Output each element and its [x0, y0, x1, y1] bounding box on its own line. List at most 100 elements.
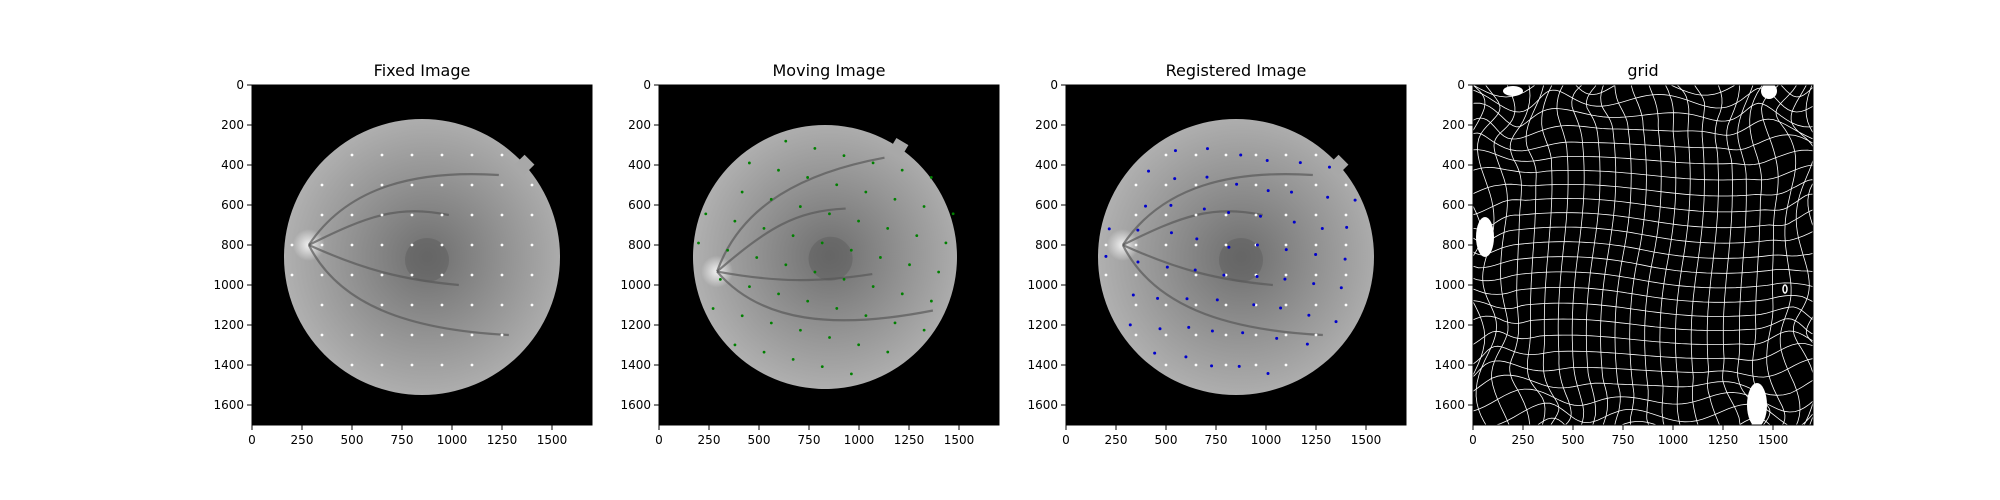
moving-point — [704, 212, 708, 216]
fixed-point — [1314, 183, 1318, 187]
fold-blob — [1761, 85, 1777, 99]
grid-line-horizontal — [1473, 374, 1813, 396]
fixed-point — [1164, 273, 1168, 277]
grid-line-horizontal — [1473, 271, 1813, 289]
fixed-point — [1224, 243, 1228, 247]
registered-point — [1169, 231, 1173, 235]
grid-line-vertical — [1475, 85, 1501, 425]
moving-point — [922, 328, 926, 332]
fixed-point — [470, 183, 474, 187]
registered-point — [1235, 182, 1239, 186]
fixed-point — [1104, 243, 1108, 247]
fixed-point — [1344, 243, 1348, 247]
grid-line-vertical — [1644, 85, 1662, 425]
grid-line-vertical — [1790, 85, 1813, 425]
y-tick-label: 1400 — [1434, 358, 1465, 372]
registered-point — [1258, 214, 1262, 218]
registered-point — [1252, 303, 1256, 307]
moving-point — [835, 183, 839, 187]
fixed-point — [410, 303, 414, 307]
grid-line-vertical — [1690, 85, 1706, 425]
fixed-point — [1284, 213, 1288, 217]
registered-point — [1305, 342, 1309, 346]
moving-point — [871, 285, 875, 288]
grid-line-vertical — [1585, 85, 1601, 425]
x-tick-label: 250 — [1512, 433, 1535, 447]
fixed-point — [1314, 303, 1318, 307]
axes-frame — [1065, 84, 1407, 426]
x-tick-label: 250 — [291, 433, 314, 447]
fundus-notch — [889, 137, 909, 158]
grid-line-horizontal — [1473, 179, 1813, 197]
grid-line-horizontal — [1473, 287, 1813, 303]
y-tick-label: 1200 — [213, 318, 244, 332]
registered-point — [1131, 293, 1135, 297]
registered-point — [1184, 355, 1188, 359]
registered-point — [1227, 211, 1231, 215]
fixed-point — [410, 183, 414, 187]
registered-point — [1283, 277, 1287, 281]
fixed-point — [320, 213, 324, 217]
x-tick-label: 0 — [1469, 433, 1477, 447]
moving-point — [718, 277, 722, 281]
fixed-point — [440, 213, 444, 217]
moving-point — [791, 234, 795, 238]
grid-line-horizontal — [1473, 300, 1813, 321]
fixed-point — [1194, 243, 1198, 247]
moving-point — [857, 343, 861, 347]
registered-point — [1144, 204, 1148, 208]
moving-point — [748, 285, 751, 289]
grid-line-horizontal — [1473, 330, 1813, 346]
fixed-point — [350, 183, 354, 187]
y-tick-label: 800 — [221, 238, 244, 252]
fixed-point — [1134, 273, 1138, 277]
grid-line-horizontal — [1473, 226, 1813, 244]
registered-point — [1136, 228, 1140, 232]
vessel — [1121, 173, 1313, 246]
grid-line-horizontal — [1473, 315, 1813, 335]
macula — [808, 236, 853, 281]
panel-4 — [1473, 85, 1813, 425]
moving-point — [762, 350, 766, 354]
fixed-point — [1104, 273, 1108, 277]
grid-line-vertical — [1706, 85, 1723, 425]
x-tick-label: 250 — [698, 433, 721, 447]
fixed-point — [350, 273, 354, 277]
registered-point — [1147, 169, 1151, 173]
x-tick-label: 500 — [1562, 433, 1585, 447]
registered-point — [1343, 257, 1347, 261]
grid-line-horizontal — [1473, 256, 1813, 274]
fixed-point — [1284, 333, 1288, 337]
y-tick-label: 600 — [1035, 198, 1058, 212]
moving-point — [879, 256, 882, 259]
grid-line-horizontal — [1473, 241, 1813, 259]
moving-point — [864, 190, 868, 194]
fundus-disc — [1098, 119, 1374, 395]
registered-point — [1284, 248, 1288, 252]
grid-line-horizontal — [1473, 343, 1813, 365]
fixed-point — [440, 333, 444, 337]
fixed-point — [1344, 183, 1348, 187]
x-tick-label: 1000 — [1658, 433, 1689, 447]
fixed-point — [410, 243, 414, 247]
x-tick-label: 250 — [1105, 433, 1128, 447]
fixed-point — [320, 183, 324, 187]
fundus-disc — [284, 119, 560, 395]
x-tick-label: 1500 — [1351, 433, 1382, 447]
registered-point — [1314, 253, 1318, 257]
y-tick-label: 800 — [1442, 238, 1465, 252]
fixed-point — [470, 153, 474, 157]
y-tick-label: 200 — [1035, 118, 1058, 132]
grid-line-vertical — [1556, 85, 1572, 425]
fixed-point — [440, 273, 444, 277]
macula — [405, 238, 449, 282]
fixed-point — [1314, 333, 1318, 337]
registered-point — [1185, 297, 1189, 301]
registered-point — [1239, 153, 1243, 157]
y-tick-label: 400 — [1442, 158, 1465, 172]
fixed-point — [290, 243, 294, 247]
grid-line-vertical — [1659, 85, 1677, 425]
registered-point — [1298, 161, 1302, 165]
fixed-point — [290, 273, 294, 277]
registered-point — [1237, 364, 1241, 368]
